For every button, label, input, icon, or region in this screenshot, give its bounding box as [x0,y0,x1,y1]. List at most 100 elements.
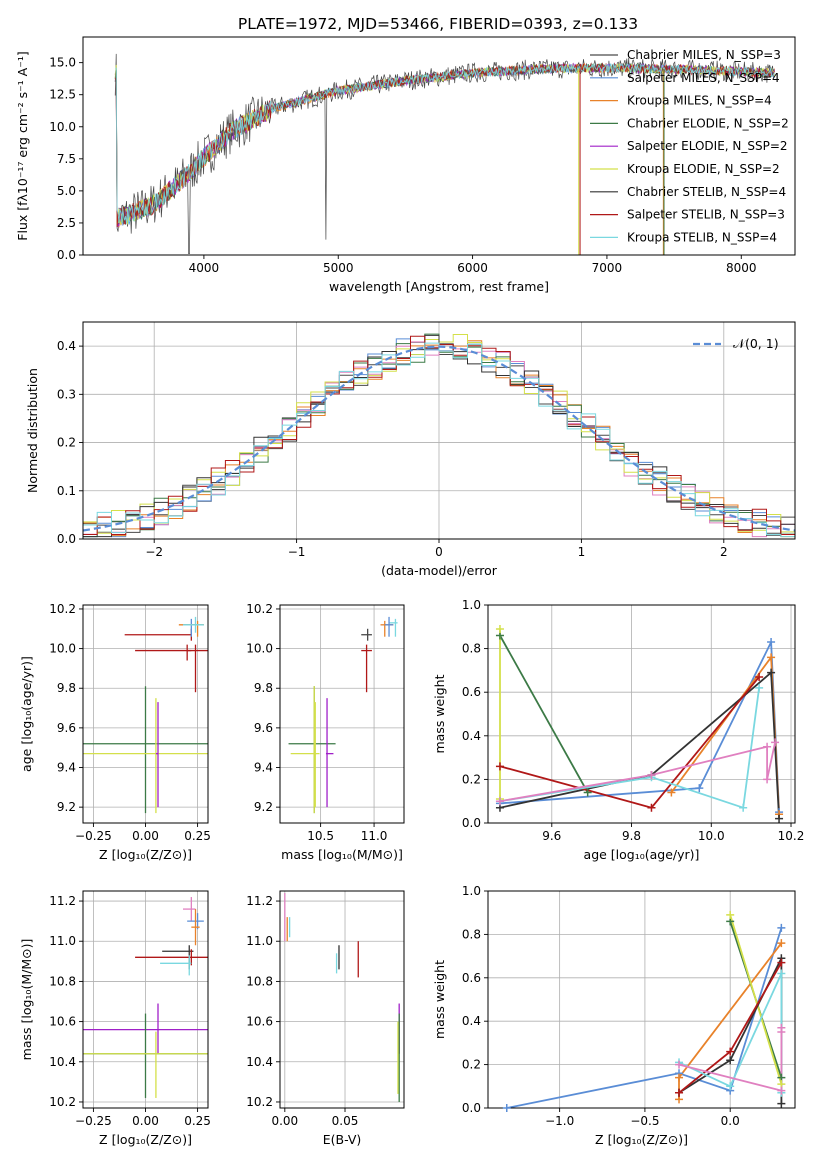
spectrum-ylabel: Flux [fλ10⁻¹⁷ erg cm⁻² s⁻¹ A⁻¹] [15,51,30,240]
y-tick-label: 10.8 [246,974,273,988]
y-tick-label: 0.6 [462,685,481,699]
errorbar-cross [361,644,372,693]
errorbar-cross [384,616,394,637]
gaussian-curve [83,345,795,532]
x-tick-label: 10.0 [698,829,725,843]
z-weight-plot-area [506,914,783,1108]
y-tick-label: 9.4 [254,761,273,775]
weight-marker [767,668,776,677]
weight-marker [755,672,764,681]
weight-marker [502,1104,511,1112]
legend-label: Chabrier STELIB, N_SSP=4 [627,185,786,199]
y-tick-label: 11.0 [246,934,273,948]
ebv-mass-plot-area [284,893,400,1102]
y-tick-label: 0.4 [462,729,481,743]
errorbar-cross [83,686,208,814]
x-tick-label: 11.0 [361,829,388,843]
y-tick-label: 10.6 [246,1015,273,1029]
weight-marker [777,969,786,978]
y-tick-label: 10.4 [49,1055,76,1069]
y-tick-label: 15.0 [49,56,76,70]
y-tick-label: 9.8 [254,681,273,695]
age-weight-ylabel: mass weight [432,674,447,753]
weight-marker [767,638,776,647]
y-tick-label: 10.0 [49,642,76,656]
weight-marker [777,939,786,948]
y-tick-label: 10.0 [246,642,273,656]
errorbar-cross [155,702,159,808]
x-tick-label: 0.00 [132,829,159,843]
x-tick-label: −2 [145,545,163,559]
weight-marker [647,771,656,780]
y-tick-label: 10.0 [49,120,76,134]
errorbar-cross [288,686,336,814]
y-tick-label: 10.2 [246,602,273,616]
weight-series-line [499,676,760,809]
legend-label: 𝒩(0, 1) [733,336,779,351]
spectrum-legend: Chabrier MILES, N_SSP=3 Salpeter MILES, N… [590,48,789,244]
errorbar-cross [325,698,334,808]
errorbar-cross [361,628,372,641]
x-tick-label: 0.25 [184,1114,211,1128]
spectrum-plot-area [114,53,775,255]
y-tick-label: 1.0 [462,598,481,612]
z-age-panel: −0.25 0.00 0.25 9.2 9.4 9.6 9.8 10.0 10.2 Z [log₁… [19,602,211,862]
figure-title: PLATE=1972, MJD=53466, FIBERID=0393, z=0… [238,15,638,33]
weight-marker [777,923,786,932]
y-tick-label: 0.1 [57,484,76,498]
weight-marker [777,1086,786,1095]
x-tick-label: 8000 [726,261,757,275]
spectrum-xlabel: wavelength [Angstrom, rest frame] [329,279,549,294]
y-tick-label: 9.2 [254,800,273,814]
ebv-mass-xlabel: E(B-V) [323,1132,362,1147]
mass-age-plot-area [288,616,398,814]
y-tick-label: 11.2 [246,894,273,908]
weight-marker [495,797,504,806]
legend-label: Chabrier MILES, N_SSP=3 [627,48,781,62]
weight-series-line [499,635,589,793]
y-tick-label: 0.8 [462,927,481,941]
weight-marker [675,1060,684,1069]
weight-marker [495,762,504,771]
errorbar-cross [135,949,208,966]
y-tick-label: 9.8 [57,681,76,695]
z-weight-xlabel: Z [log₁₀(Z/Z⊙)] [595,1132,688,1147]
x-tick-label: 4000 [189,261,220,275]
errorbar-cross [314,702,317,808]
weight-marker [675,1088,684,1097]
y-tick-label: 10.2 [49,1095,76,1109]
y-tick-label: 10.6 [49,1015,76,1029]
legend-label: Kroupa STELIB, N_SSP=4 [627,230,777,244]
x-tick-label: −0.5 [630,1114,659,1128]
y-tick-label: 9.6 [57,721,76,735]
y-tick-label: 12.5 [49,88,76,102]
x-tick-label: 5000 [323,261,354,275]
y-tick-label: 9.6 [254,721,273,735]
x-tick-label: 10.2 [778,829,805,843]
y-tick-label: 7.5 [57,152,76,166]
age-weight-frame [487,604,796,824]
legend-label: Salpeter ELODIE, N_SSP=2 [627,139,788,153]
weight-marker [726,1047,735,1056]
weight-marker [777,1023,786,1032]
z-mass-ylabel: mass [log₁₀(M/M⊙)] [19,939,34,1061]
z-age-plot-area [83,616,208,814]
x-tick-label: 0.00 [132,1114,159,1128]
weight-marker [675,1073,684,1082]
y-tick-label: 0.0 [462,816,481,830]
errorbar-cross [135,644,208,693]
y-tick-label: 11.2 [49,894,76,908]
weight-marker [726,1082,735,1091]
z-mass-xlabel: Z [log₁₀(Z/Z⊙)] [99,1132,192,1147]
mass-age-frame [279,604,405,824]
ebv-mass-frame [279,890,405,1109]
spectrum-panel: 4000 5000 6000 7000 8000 0.0 2.5 5.0 7.5 10.0 12.5… [15,36,796,294]
x-tick-label: 0.0 [721,1114,740,1128]
age-weight-xlabel: age [log₁₀(age/yr)] [584,847,700,862]
weight-marker [777,1099,786,1108]
y-tick-label: 0.0 [57,248,76,262]
errorbar-cross [83,1031,208,1098]
errorbar-cross [191,909,200,946]
weight-series-line [499,670,780,819]
x-tick-label: 9.8 [622,829,641,843]
